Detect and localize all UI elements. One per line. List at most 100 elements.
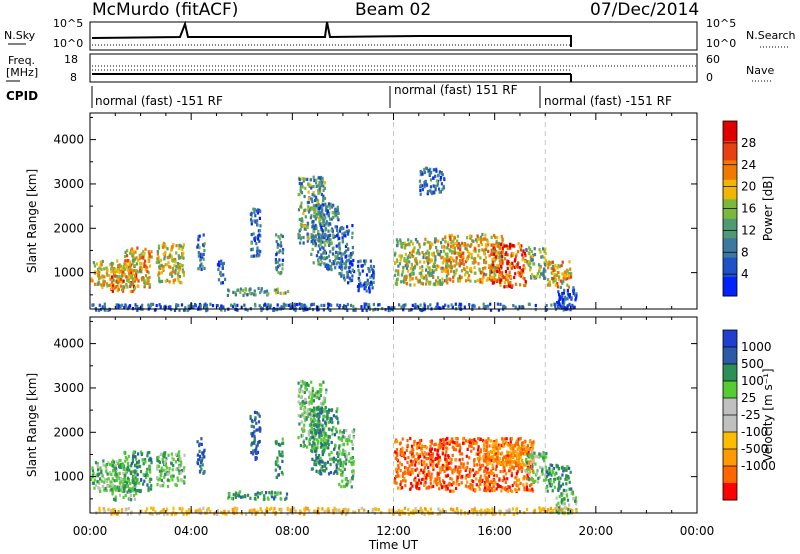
echo-cell — [125, 282, 128, 286]
echo-cell — [418, 266, 422, 270]
echo-cell — [436, 239, 439, 243]
echo-cell — [426, 240, 429, 244]
echo-cell — [94, 282, 97, 286]
echo-cell — [317, 232, 320, 236]
echo-cell — [485, 484, 488, 488]
echo-cell — [271, 490, 274, 494]
echo-cell — [451, 471, 454, 475]
echo-cell — [545, 451, 548, 456]
echo-cell — [513, 265, 516, 269]
echo-cell — [555, 496, 558, 500]
echo-cell — [325, 446, 328, 450]
echo-cell — [201, 255, 204, 259]
echo-cell — [312, 175, 315, 179]
echo-cell — [341, 448, 345, 452]
echo-cell — [303, 177, 307, 181]
echo-cell — [156, 257, 159, 261]
echo-cell — [349, 279, 352, 283]
echo-cell — [338, 272, 341, 276]
echo-cell — [500, 265, 503, 269]
echo-cell — [469, 279, 472, 283]
echo-cell — [310, 233, 313, 237]
echo-cell — [183, 475, 186, 479]
echo-cell — [543, 459, 546, 463]
echo-cell — [197, 235, 200, 239]
echo-cell — [222, 261, 225, 265]
echo-cell — [401, 242, 404, 246]
echo-cell — [522, 264, 525, 268]
echo-cell — [332, 216, 335, 220]
echo-cell — [500, 451, 504, 455]
echo-cell — [430, 439, 433, 443]
echo-cell — [466, 250, 470, 254]
echo-cell — [522, 483, 525, 487]
echo-cell — [339, 429, 342, 433]
echo-cell — [461, 474, 464, 478]
echo-cell — [97, 468, 100, 472]
echo-cell — [115, 274, 118, 278]
echo-cell — [464, 260, 467, 264]
echo-cell — [148, 458, 151, 462]
echo-cell — [342, 484, 346, 488]
echo-cell — [393, 481, 396, 485]
echo-cell — [499, 302, 502, 306]
echo-cell — [460, 481, 463, 485]
echo-cell — [458, 458, 461, 462]
echo-cell — [163, 462, 166, 466]
echo-cell — [508, 284, 511, 288]
echo-cell — [318, 461, 321, 465]
echo-cell — [224, 277, 227, 281]
echo-cell — [536, 455, 539, 459]
echo-cell — [265, 304, 268, 308]
echo-cell — [338, 261, 342, 265]
echo-cell — [317, 212, 320, 216]
echo-cell — [339, 463, 342, 468]
echo-cell — [327, 410, 330, 414]
echo-cell — [96, 473, 99, 478]
echo-cell — [388, 508, 391, 512]
echo-cell — [321, 176, 324, 181]
echo-cell — [298, 217, 301, 221]
echo-cell — [377, 508, 381, 512]
echo-cell — [171, 468, 174, 472]
echo-cell — [323, 223, 326, 227]
echo-cell — [157, 246, 161, 250]
echo-cell — [472, 249, 475, 253]
echo-cell — [197, 254, 200, 258]
echo-cell — [131, 262, 134, 266]
echo-cell — [480, 238, 483, 242]
echo-cell — [446, 281, 449, 285]
echo-cell — [551, 271, 554, 276]
echo-cell — [364, 259, 368, 263]
echo-cell — [177, 276, 180, 280]
echo-cell — [320, 261, 323, 265]
echo-cell — [328, 237, 331, 241]
echo-cell — [177, 279, 180, 283]
echo-cell — [457, 242, 460, 246]
echo-cell — [538, 269, 541, 273]
echo-cell — [146, 277, 149, 281]
echo-cell — [310, 207, 313, 211]
echo-cell — [181, 268, 184, 272]
echo-cell — [335, 427, 338, 431]
echo-cell — [464, 476, 467, 480]
echo-cell — [505, 463, 508, 467]
echo-cell — [537, 476, 540, 480]
echo-cell — [119, 485, 122, 489]
echo-cell — [297, 436, 300, 440]
echo-cell — [493, 448, 496, 452]
echo-cell — [553, 473, 556, 477]
echo-cell — [477, 253, 480, 257]
echo-cell — [481, 270, 484, 274]
echo-cell — [149, 465, 152, 469]
echo-cell — [349, 270, 352, 274]
echo-cell — [475, 463, 478, 467]
echo-cell — [320, 192, 323, 197]
echo-cell — [538, 475, 541, 479]
echo-cell — [143, 285, 146, 289]
echo-cell — [250, 424, 253, 428]
echo-cell — [449, 256, 453, 260]
echo-cell — [455, 482, 458, 486]
echo-cell — [520, 244, 523, 248]
echo-cell — [443, 464, 446, 468]
